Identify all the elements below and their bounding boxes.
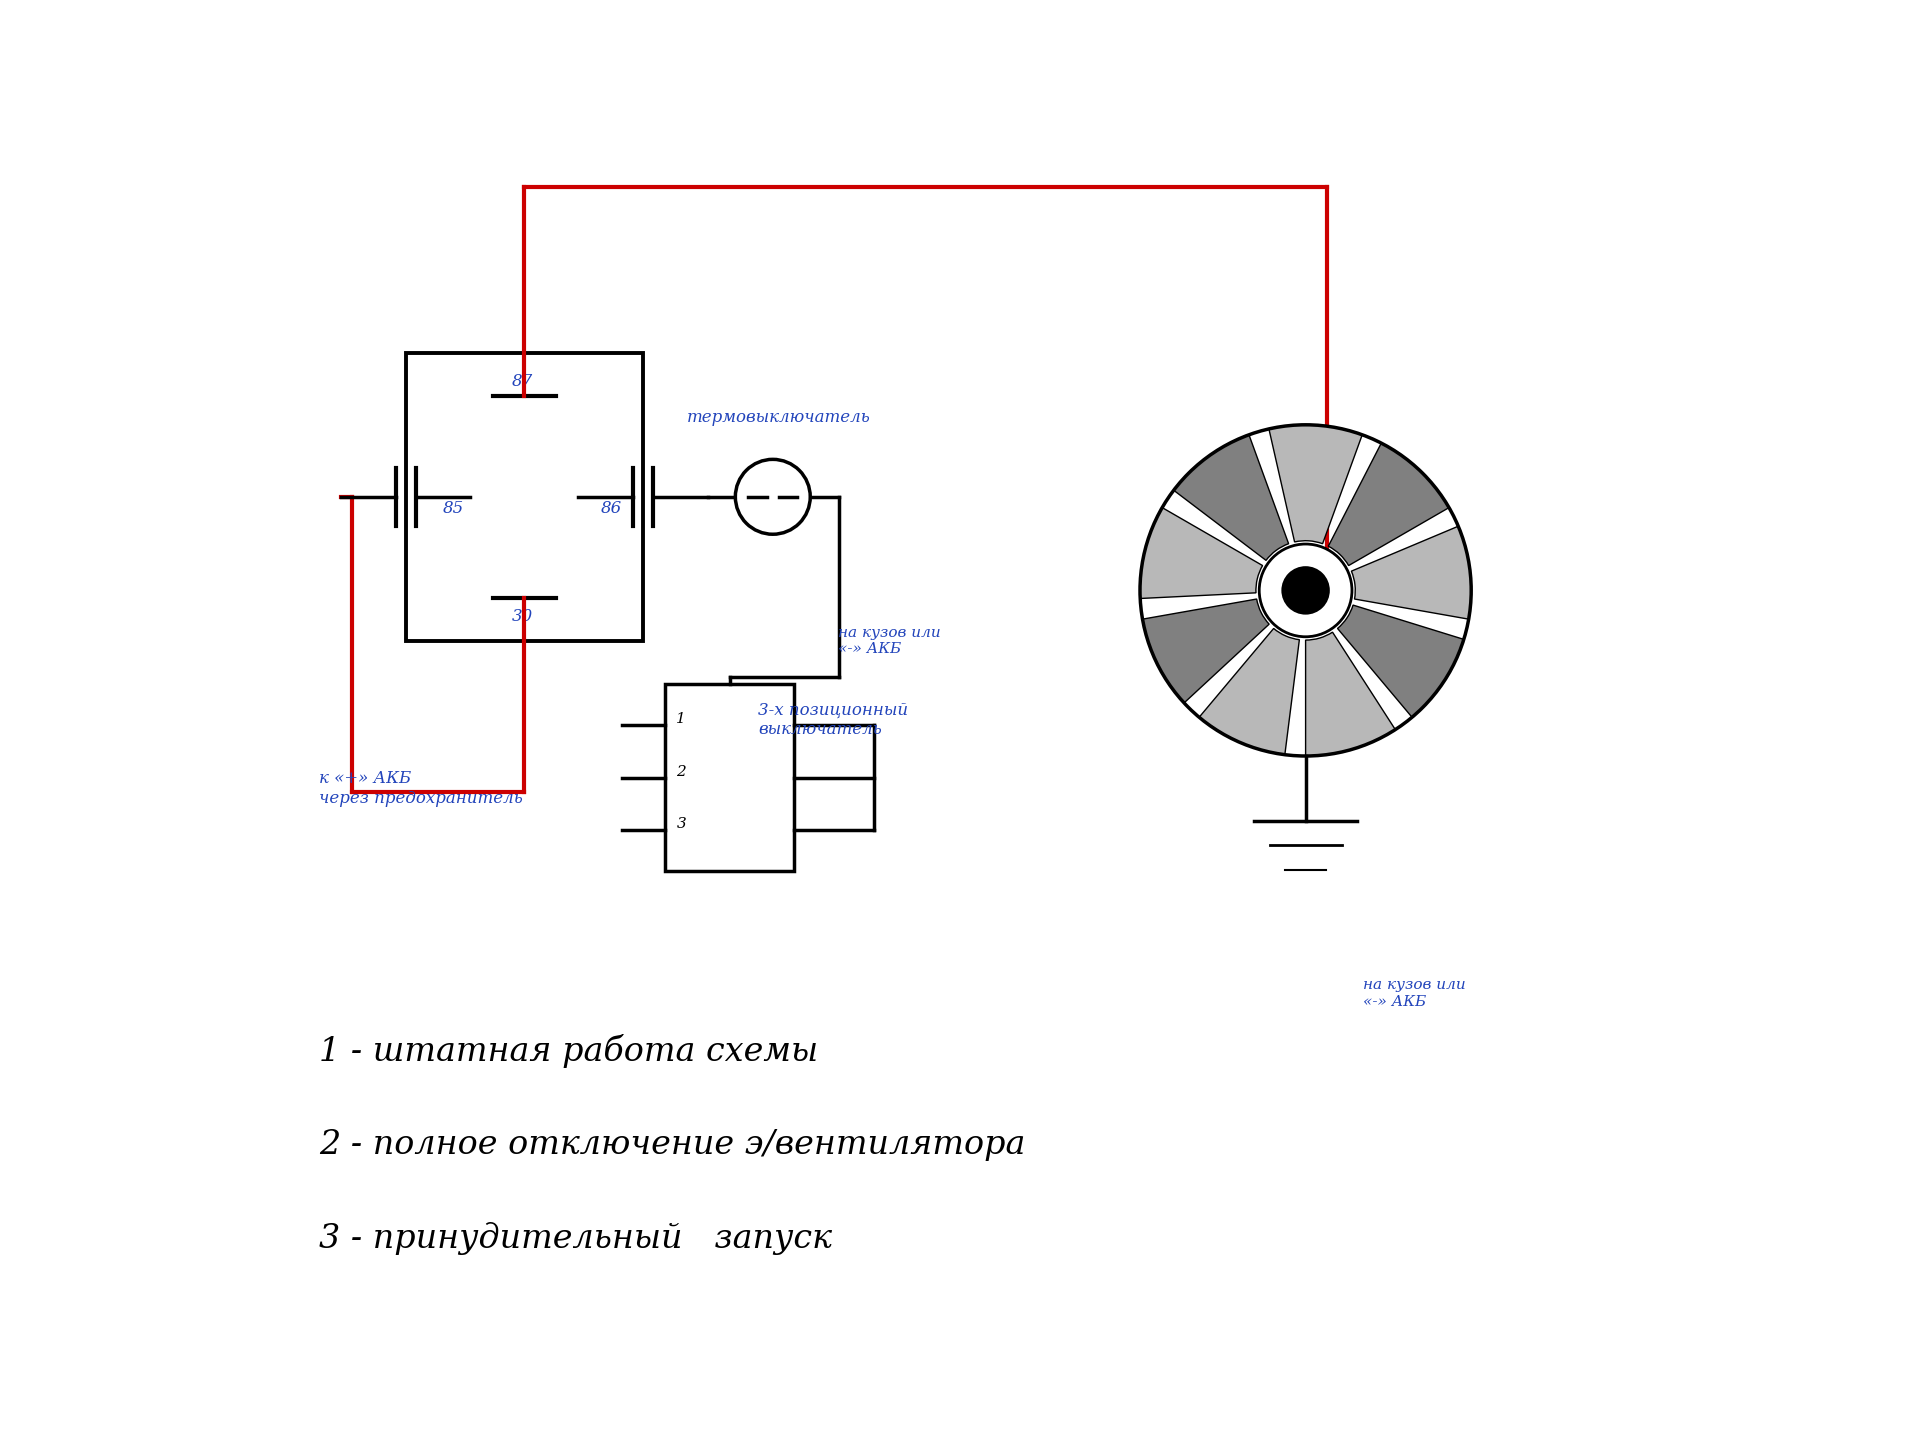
Wedge shape (1140, 508, 1263, 599)
Text: термовыключатель: термовыключатель (687, 409, 870, 426)
Text: 2: 2 (676, 765, 685, 779)
Text: 3-х позиционный
выключатель: 3-х позиционный выключатель (758, 701, 908, 739)
Wedge shape (1142, 599, 1269, 703)
Circle shape (735, 459, 810, 534)
Wedge shape (1173, 435, 1288, 560)
Text: 86: 86 (601, 500, 622, 517)
Wedge shape (1269, 425, 1361, 544)
Text: 87: 87 (511, 373, 534, 390)
Wedge shape (1329, 444, 1450, 566)
Text: на кузов или
«-» АКБ: на кузов или «-» АКБ (1363, 979, 1467, 1008)
Text: на кузов или
«-» АКБ: на кузов или «-» АКБ (837, 626, 941, 655)
Text: 2 - полное отключение э/вентилятора: 2 - полное отключение э/вентилятора (319, 1129, 1025, 1161)
Text: 85: 85 (442, 500, 465, 517)
Bar (405, 353, 643, 641)
Bar (664, 684, 795, 871)
Text: 1: 1 (676, 713, 685, 726)
Text: 3 - принудительный   запуск: 3 - принудительный запуск (319, 1223, 831, 1254)
Wedge shape (1306, 632, 1396, 756)
Text: 1 - штатная работа схемы: 1 - штатная работа схемы (319, 1034, 818, 1068)
Wedge shape (1338, 605, 1463, 717)
Text: к «+» АКБ
через предохранитель: к «+» АКБ через предохранитель (319, 770, 522, 806)
Circle shape (1283, 567, 1329, 613)
Text: 3: 3 (676, 818, 685, 831)
Wedge shape (1352, 526, 1471, 619)
Wedge shape (1200, 628, 1300, 755)
Circle shape (1260, 544, 1352, 636)
Text: 30: 30 (511, 608, 534, 625)
